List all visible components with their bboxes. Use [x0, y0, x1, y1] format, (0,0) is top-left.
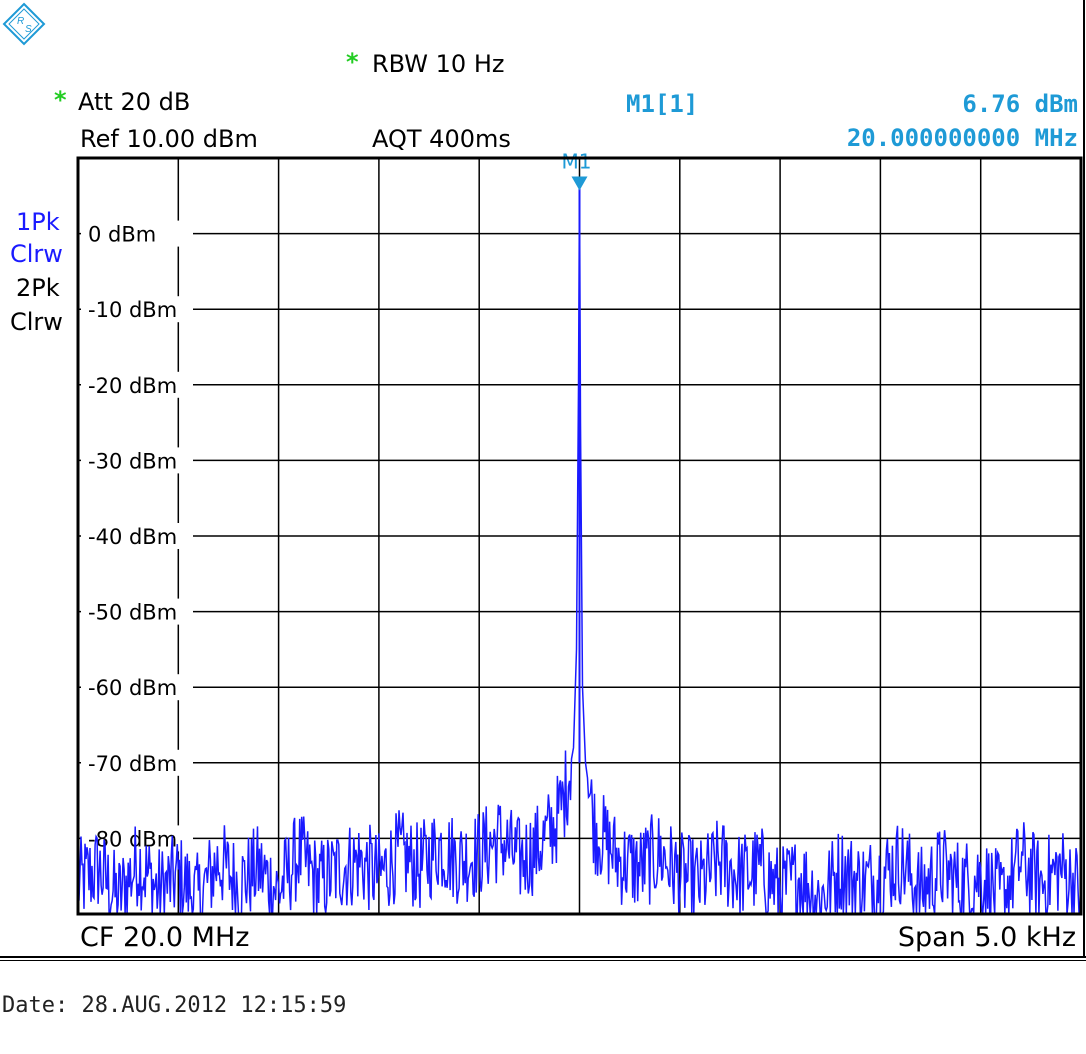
y-tick-label-bg	[81, 447, 193, 474]
marker-readout-frequency: 20.000000000 MHz	[846, 124, 1078, 152]
y-tick-label-bg	[81, 674, 193, 701]
svg-text:S: S	[25, 24, 32, 35]
frame-bottom-border-inner	[0, 960, 1086, 961]
marker-m1-triangle	[571, 176, 588, 191]
plot-frame	[76, 156, 1083, 916]
spectrum-chart: 0 dBm -10 dBm -20 dBm -30 dBm -40 dBm -50 dBm…	[76, 149, 1083, 916]
y-tick-label: -70 dBm	[88, 752, 177, 776]
y-tick-label: -60 dBm	[88, 676, 177, 700]
y-tick-label-bg	[81, 296, 193, 323]
marker-readout-name: M1[1]	[626, 90, 699, 118]
trace1-detector-label: 1Pk	[16, 208, 60, 236]
rohde-schwarz-logo-icon: R S	[2, 2, 46, 46]
y-tick-label: 0 dBm	[88, 223, 156, 247]
y-tick-label-bg	[81, 749, 193, 776]
acquisition-time-label: AQT 400ms	[372, 125, 511, 153]
rbw-changed-asterisk: *	[346, 48, 359, 76]
trace1-mode-label: Clrw	[10, 240, 63, 268]
y-tick-label-bg	[81, 598, 193, 625]
y-tick-label: -30 dBm	[88, 449, 177, 473]
timestamp-label: Date: 28.AUG.2012 12:15:59	[2, 993, 347, 1018]
frame-right-border	[1083, 0, 1085, 958]
svg-text:R: R	[17, 16, 24, 27]
trace2-mode-label: Clrw	[10, 308, 63, 336]
y-tick-label-bg	[81, 371, 193, 398]
reference-level-label: Ref 10.00 dBm	[80, 125, 258, 153]
marker-layer: M1	[562, 149, 592, 191]
rbw-label: RBW 10 Hz	[372, 50, 505, 78]
frame-bottom-border	[0, 956, 1086, 958]
att-changed-asterisk: *	[54, 86, 67, 114]
span-label: Span 5.0 kHz	[897, 922, 1076, 953]
y-tick-label: -20 dBm	[88, 374, 177, 398]
y-axis-ticks: 0 dBm -10 dBm -20 dBm -30 dBm -40 dBm -50 dBm…	[81, 220, 193, 852]
attenuation-label: Att 20 dB	[78, 88, 191, 116]
y-tick-label-bg	[81, 523, 193, 549]
y-tick-label-bg	[81, 825, 193, 852]
center-frequency-label: CF 20.0 MHz	[80, 922, 250, 953]
marker-readout-level: 6.76 dBm	[962, 90, 1078, 118]
y-tick-label: -10 dBm	[88, 298, 177, 322]
y-tick-label: -40 dBm	[88, 525, 177, 549]
trace2-detector-label: 2Pk	[16, 274, 60, 302]
y-tick-label: -80 dBm	[88, 827, 177, 851]
y-tick-label: -50 dBm	[88, 601, 177, 625]
y-tick-label-bg	[81, 220, 193, 247]
marker-m1-label: M1	[562, 149, 592, 173]
